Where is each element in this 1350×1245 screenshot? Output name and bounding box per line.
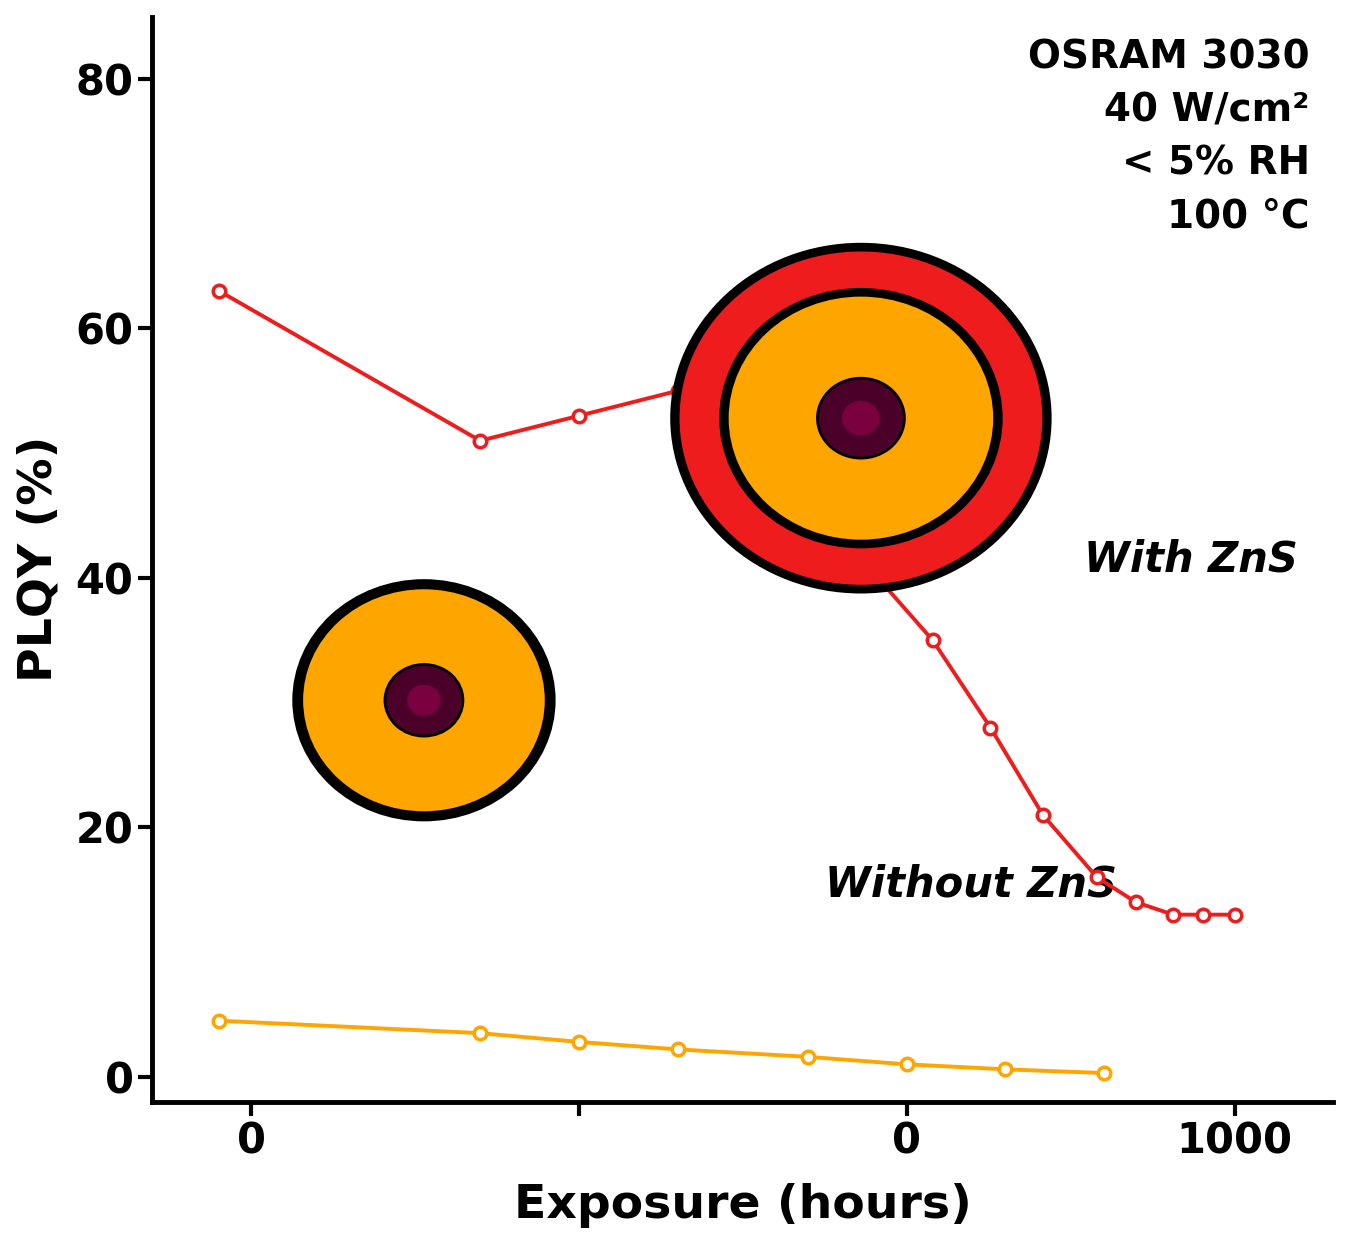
X-axis label: Exposure (hours): Exposure (hours) [514,1183,972,1229]
Circle shape [720,288,1003,548]
Circle shape [294,581,554,819]
Circle shape [842,401,880,436]
Circle shape [679,251,1042,585]
Circle shape [304,589,545,812]
Text: With ZnS: With ZnS [1084,538,1297,580]
Circle shape [672,244,1050,591]
Circle shape [408,685,441,716]
Text: OSRAM 3030
40 W/cm²
< 5% RH
100 °C: OSRAM 3030 40 W/cm² < 5% RH 100 °C [1029,39,1310,235]
Text: Without ZnS: Without ZnS [825,864,1118,905]
Circle shape [385,665,463,736]
Circle shape [729,296,994,539]
Y-axis label: PLQY (%): PLQY (%) [16,436,62,682]
Circle shape [818,378,905,458]
